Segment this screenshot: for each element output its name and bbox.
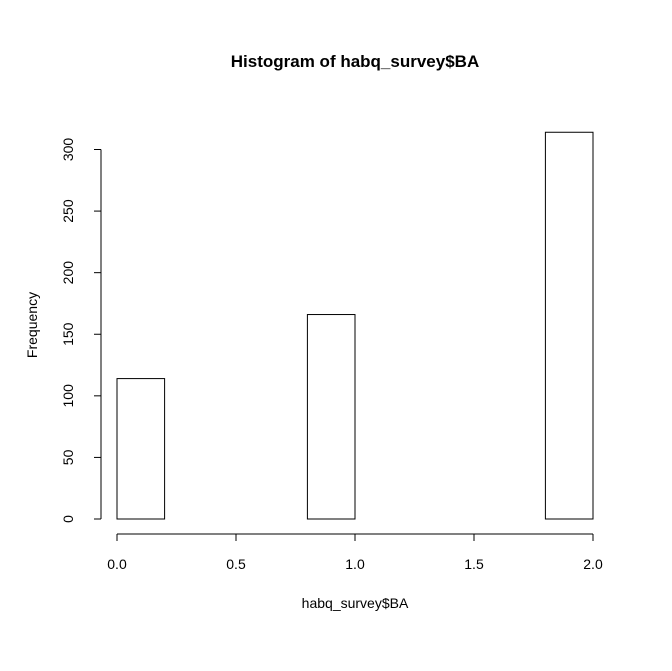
histogram-bar-9 (544, 131, 594, 520)
x-axis-label: habq_survey$BA (302, 595, 409, 611)
x-tick-label-2: 1.0 (345, 556, 365, 572)
y-tick-label-6: 300 (60, 138, 76, 162)
bars-group (116, 131, 594, 520)
x-tick-label-3: 1.5 (464, 556, 484, 572)
y-tick-label-3: 150 (60, 322, 76, 346)
x-tick-label-0: 0.0 (107, 556, 127, 572)
y-axis-label: Frequency (24, 292, 40, 358)
y-tick-label-1: 50 (60, 449, 76, 465)
x-axis: 0.0 0.5 1.0 1.5 2.0 (107, 533, 603, 572)
histogram-bar-4 (306, 314, 356, 520)
histogram-bar-0 (116, 378, 166, 520)
y-tick-label-2: 100 (60, 384, 76, 408)
y-tick-label-0: 0 (60, 515, 76, 523)
y-tick-label-4: 200 (60, 261, 76, 285)
chart-title: Histogram of habq_survey$BA (231, 52, 479, 71)
x-tick-label-4: 2.0 (583, 556, 603, 572)
x-tick-label-1: 0.5 (226, 556, 246, 572)
y-tick-label-5: 250 (60, 199, 76, 223)
y-axis: 0 50 100 150 200 250 300 (60, 138, 102, 523)
